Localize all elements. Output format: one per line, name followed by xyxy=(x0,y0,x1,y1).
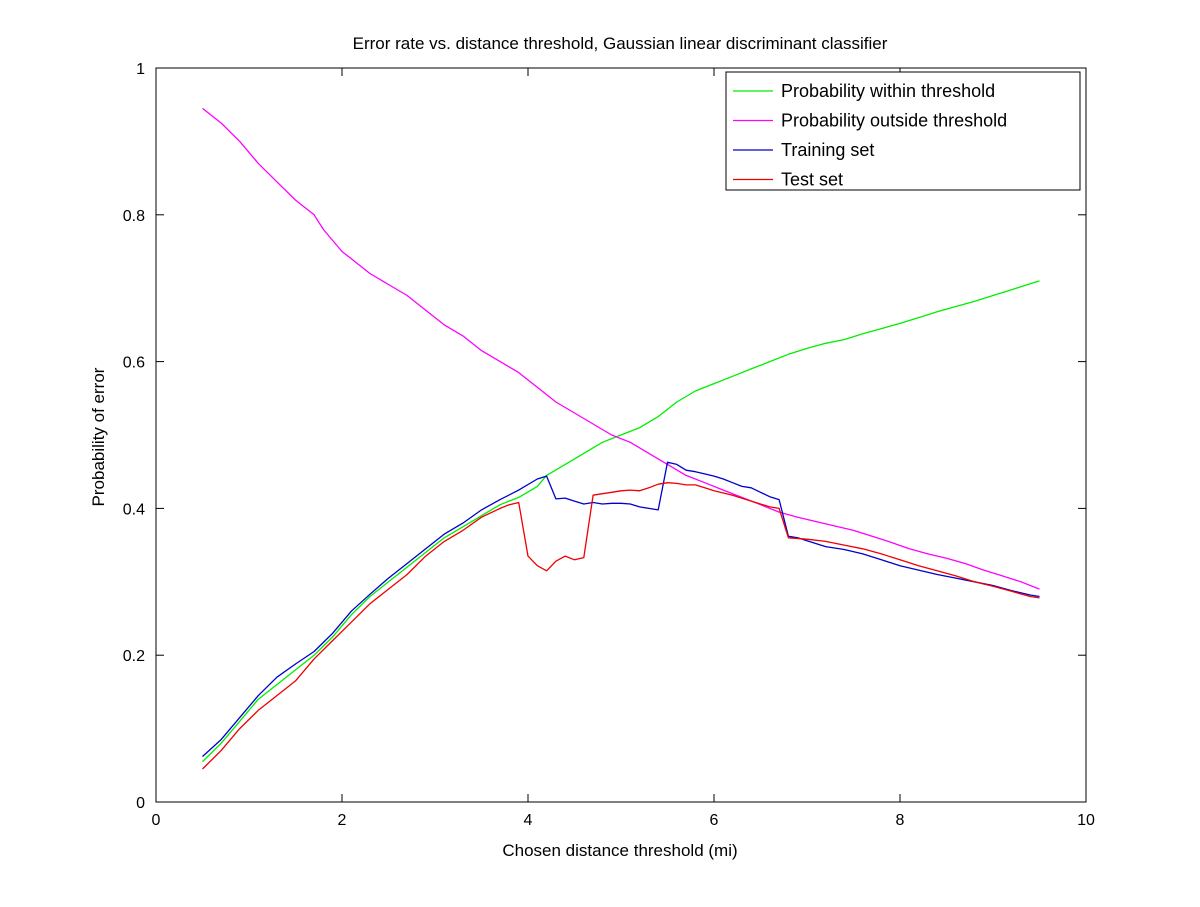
legend-box xyxy=(725,71,1081,191)
y-tick-label: 0.2 xyxy=(123,648,145,665)
plot-area: 0 2 4 6 8 10 0 0.2 0.4 0.6 0.8 1 xyxy=(123,61,1095,829)
y-tick-label: 1 xyxy=(136,61,145,78)
x-tick-label: 2 xyxy=(338,812,347,829)
y-tick-label: 0 xyxy=(136,795,145,812)
series-line-1 xyxy=(202,280,1040,763)
series-line-2 xyxy=(202,107,1040,590)
plot-frame xyxy=(155,67,1087,803)
x-tick-label: 0 xyxy=(152,812,161,829)
legend-entry: Training set xyxy=(781,140,874,160)
series-line-3 xyxy=(202,461,1040,757)
legend: Probability within threshold Probability … xyxy=(725,71,1081,191)
y-tick-label: 0.4 xyxy=(123,501,145,518)
x-tick-label: 8 xyxy=(896,812,905,829)
x-tick-label: 10 xyxy=(1077,812,1095,829)
legend-entry: Probability outside threshold xyxy=(781,111,1007,131)
x-tick-label: 4 xyxy=(524,812,533,829)
y-tick-label: 0.6 xyxy=(123,355,145,372)
y-axis-label: Probability of error xyxy=(89,367,108,506)
legend-entry: Probability within threshold xyxy=(781,81,995,101)
chart-title: Error rate vs. distance threshold, Gauss… xyxy=(353,34,888,53)
y-tick-label: 0.8 xyxy=(123,208,145,225)
legend-entry: Test set xyxy=(781,170,843,190)
x-tick-label: 6 xyxy=(710,812,719,829)
x-axis-label: Chosen distance threshold (mi) xyxy=(502,841,737,860)
series-line-4 xyxy=(202,482,1040,770)
